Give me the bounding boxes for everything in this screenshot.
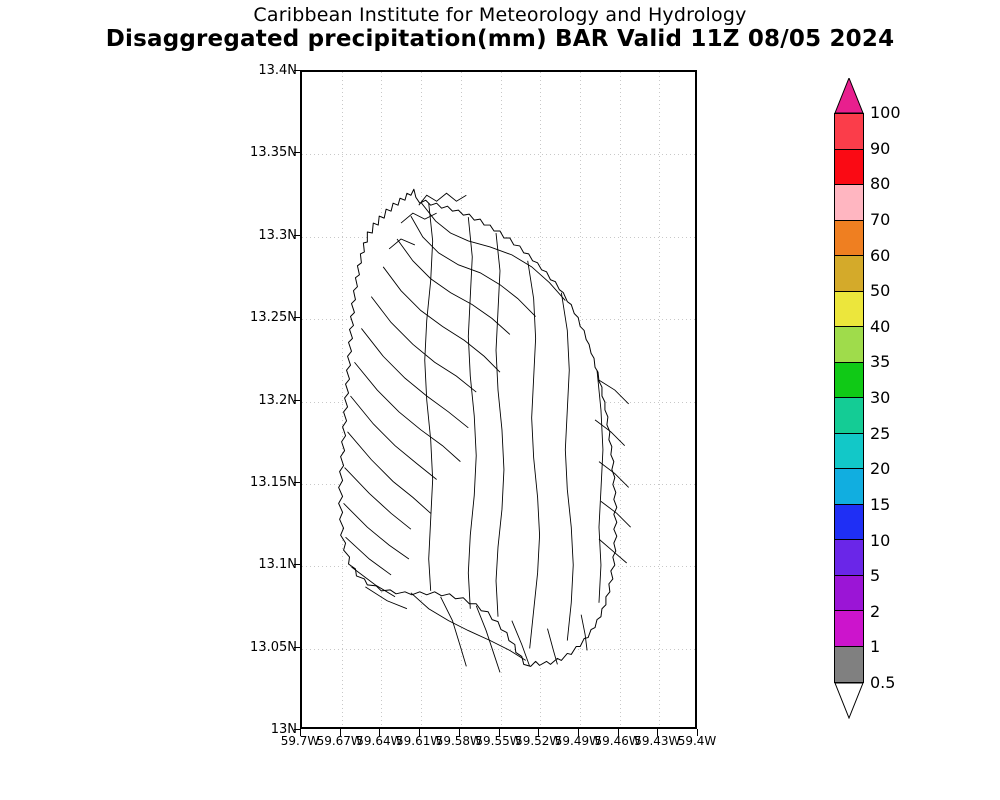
colorbar-band	[835, 504, 863, 540]
colorbar-band	[835, 327, 863, 363]
y-axis-tick-mark	[294, 70, 301, 71]
y-axis-tick-label: 13.05N	[250, 639, 297, 655]
y-axis-tick-mark	[294, 317, 301, 319]
x-axis-tick-label: 59.46W	[594, 734, 641, 748]
y-axis-tick-label: 13.35N	[250, 145, 297, 161]
y-axis-tick-label: 13.15N	[250, 474, 297, 490]
institute-title: Caribbean Institute for Meteorology and …	[253, 4, 747, 26]
colorbar-tick-label: 1	[870, 637, 881, 657]
colorbar-tick-label: 50	[870, 281, 891, 301]
y-axis-tick-mark	[294, 481, 301, 483]
x-axis-tick-mark	[617, 729, 619, 736]
x-axis-tick-mark	[458, 729, 460, 736]
y-axis-tick-mark	[294, 646, 301, 648]
map-plot-area	[300, 70, 697, 729]
colorbar-tick-label: 20	[870, 459, 891, 479]
colorbar-bottom-arrow	[834, 682, 864, 719]
colorbar-tick-label: 40	[870, 316, 891, 336]
x-axis-tick-mark	[657, 729, 659, 736]
y-axis-tick-label: 13.25N	[250, 310, 297, 326]
colorbar-tick-label: 15	[870, 494, 891, 514]
colorbar-band	[835, 575, 863, 611]
x-axis-tick-label: 59.7W	[280, 734, 320, 748]
page-title: Disaggregated precipitation(mm) BAR Vali…	[105, 26, 895, 52]
colorbar-band	[835, 149, 863, 185]
x-axis-tick-mark	[577, 729, 579, 736]
x-axis-tick-mark	[498, 729, 500, 736]
y-axis-tick-label: 13.4N	[258, 63, 297, 78]
x-axis-tick-label: 59.4W	[677, 734, 717, 748]
y-axis-tick-mark	[294, 399, 301, 401]
colorbar-band	[835, 185, 863, 221]
x-axis-tick-mark	[300, 729, 301, 736]
gridline-horizontal	[302, 648, 695, 650]
colorbar-band	[835, 433, 863, 469]
colorbar: 100 90 80 70 60 50 40 35 30 25 20 15 10 5 2 1 0.5	[834, 78, 901, 719]
gridline-vertical	[659, 72, 661, 727]
x-axis-tick-mark	[419, 729, 421, 736]
x-axis-tick-label: 59.64W	[356, 734, 403, 748]
colorbar-band	[835, 469, 863, 505]
gridline-horizontal	[302, 154, 695, 156]
x-axis-tick-mark	[379, 729, 381, 736]
colorbar-tick-label: 10	[870, 530, 891, 550]
x-axis-tick-mark	[697, 729, 698, 736]
y-axis-tick-mark	[294, 729, 301, 730]
x-axis-tick-label: 59.67W	[316, 734, 363, 748]
x-axis-tick-mark	[538, 729, 540, 736]
colorbar-band	[835, 220, 863, 256]
y-axis-tick-mark	[294, 152, 301, 154]
colorbar-tick-label: 35	[870, 352, 891, 372]
colorbar-tick-label: 90	[870, 138, 891, 158]
x-axis-tick-label: 59.58W	[435, 734, 482, 748]
y-axis-tick-label: 13.3N	[258, 227, 297, 243]
y-axis-tick-label: 13.1N	[258, 557, 297, 573]
colorbar-tick-label: 100	[870, 103, 901, 122]
colorbar-band	[835, 114, 863, 150]
y-axis-tick-mark	[294, 234, 301, 236]
colorbar-tick-label: 70	[870, 209, 891, 229]
y-axis-tick-label: 13N	[270, 722, 297, 737]
x-axis-tick-label: 59.61W	[395, 734, 443, 748]
colorbar-tick-label: 0.5	[870, 673, 896, 692]
colorbar-bands	[834, 113, 864, 683]
colorbar-band	[835, 362, 863, 398]
gridline-vertical	[341, 72, 343, 727]
x-axis-tick-label: 59.49W	[554, 734, 601, 748]
colorbar-tick-label: 60	[870, 245, 891, 265]
x-axis-tick-mark	[339, 729, 341, 736]
colorbar-tick-label: 5	[870, 566, 881, 586]
x-axis-tick-label: 59.55W	[475, 734, 522, 748]
chart-title-block: Caribbean Institute for Meteorology and …	[0, 4, 1000, 52]
gridline-vertical	[619, 72, 621, 727]
colorbar-band	[835, 540, 863, 576]
colorbar-tick-label: 25	[870, 423, 891, 443]
colorbar-top-arrow	[834, 78, 864, 114]
colorbar-band	[835, 398, 863, 434]
colorbar-tick-label: 30	[870, 388, 891, 407]
colorbar-tick-label: 80	[870, 174, 891, 194]
colorbar-band	[835, 611, 863, 647]
x-axis-tick-label: 59.43W	[634, 734, 681, 748]
colorbar-tick-label: 2	[870, 601, 881, 621]
barbados-map-outline	[338, 188, 631, 673]
colorbar-band	[835, 256, 863, 292]
y-axis-tick-label: 13.2N	[258, 392, 297, 408]
colorbar-band	[835, 646, 863, 682]
x-axis-tick-label: 59.52W	[515, 734, 562, 748]
colorbar-band	[835, 291, 863, 327]
y-axis-tick-mark	[294, 564, 301, 566]
